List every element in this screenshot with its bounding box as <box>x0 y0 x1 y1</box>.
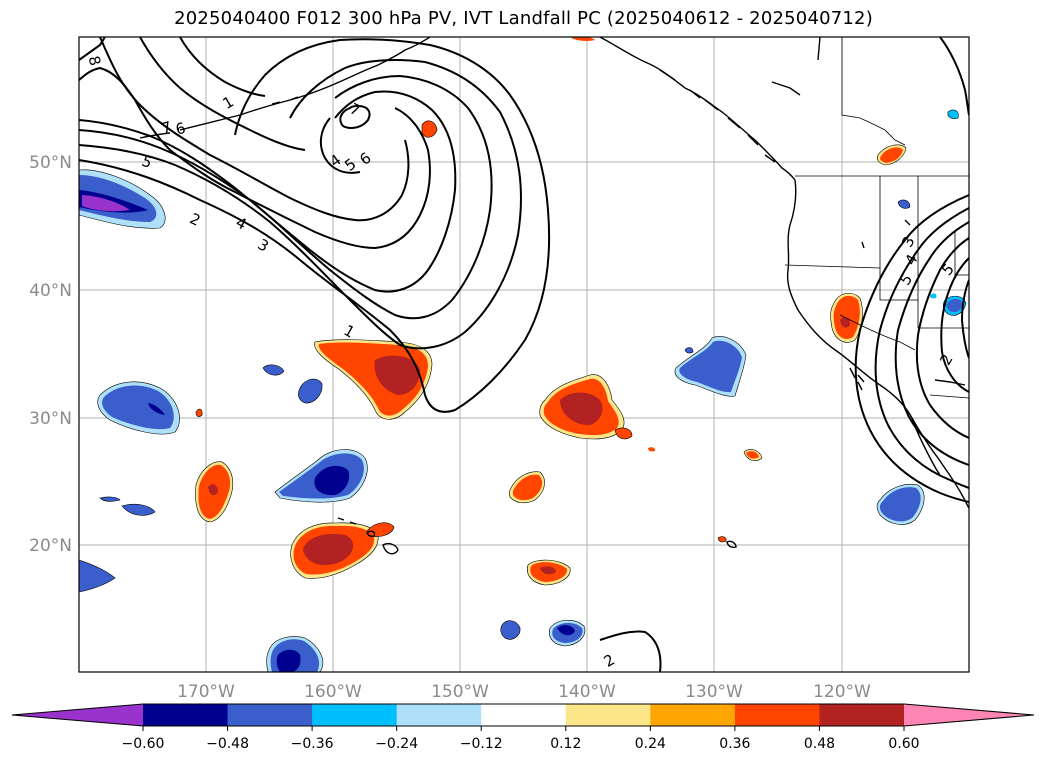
colorbar-segment <box>143 704 229 726</box>
map-title: 2025040400 F012 300 hPa PV, IVT Landfall… <box>174 8 873 29</box>
lat-label-30n: 30°N <box>29 409 72 429</box>
contour-label: 8 <box>84 54 104 68</box>
ivt-blob-west-south <box>79 559 116 593</box>
lon-label-160w: 160°W <box>304 682 362 702</box>
lon-label-130w: 130°W <box>685 682 743 702</box>
contour-label: 7 <box>160 118 174 138</box>
colorbar-extend-low <box>12 704 143 726</box>
colorbar-extend-high <box>904 704 1034 726</box>
pv-contours <box>79 37 969 672</box>
lat-label-50n: 50°N <box>29 153 72 173</box>
colorbar-segment <box>227 704 313 726</box>
colorbar-tick-label: −0.12 <box>460 736 503 752</box>
colorbar-tick-label: −0.48 <box>206 736 249 752</box>
colorbar-tick-label: −0.24 <box>375 736 418 752</box>
colorbar-tick-label: 0.24 <box>635 736 666 752</box>
map-background <box>79 37 969 672</box>
colorbar-segment <box>565 704 651 726</box>
colorbar-tick-label: −0.60 <box>122 736 165 752</box>
colorbar <box>11 703 1035 727</box>
colorbar-segment <box>650 704 736 726</box>
lon-label-170w: 170°W <box>177 682 235 702</box>
colorbar-segment <box>312 704 398 726</box>
contour-label: 6 <box>174 119 188 139</box>
ivt-blob-157w-32n <box>298 378 323 404</box>
lat-label-40n: 40°N <box>29 281 72 301</box>
colorbar-tick-label: 0.12 <box>550 736 581 752</box>
lon-label-140w: 140°W <box>558 682 616 702</box>
ivt-blob-145w-12n <box>500 620 521 640</box>
lon-label-150w: 150°W <box>431 682 489 702</box>
colorbar-tick-label: 0.36 <box>719 736 750 752</box>
colorbar-segment <box>396 704 482 726</box>
map-frame <box>78 36 970 673</box>
colorbar-segment <box>819 704 905 726</box>
coastlines <box>139 37 969 555</box>
colorbar-segment <box>481 704 567 726</box>
colorbar-tick-label: 0.48 <box>804 736 835 752</box>
colorbar-tick-label: −0.36 <box>291 736 334 752</box>
latitude-labels: 50°N 40°N 30°N 20°N <box>29 153 72 556</box>
colorbar-segment <box>734 704 820 726</box>
lon-label-120w: 120°W <box>813 682 871 702</box>
colorbar-tick-label: 0.60 <box>888 736 919 752</box>
lat-label-20n: 20°N <box>29 536 72 556</box>
negative-ivt-regions <box>79 109 967 672</box>
colorbar-tick-labels: −0.60 −0.48 −0.36 −0.24 −0.12 0.12 0.24 0.36 0.4… <box>122 726 920 752</box>
longitude-labels: 170°W 160°W 150°W 140°W 130°W 120°W <box>177 682 871 702</box>
